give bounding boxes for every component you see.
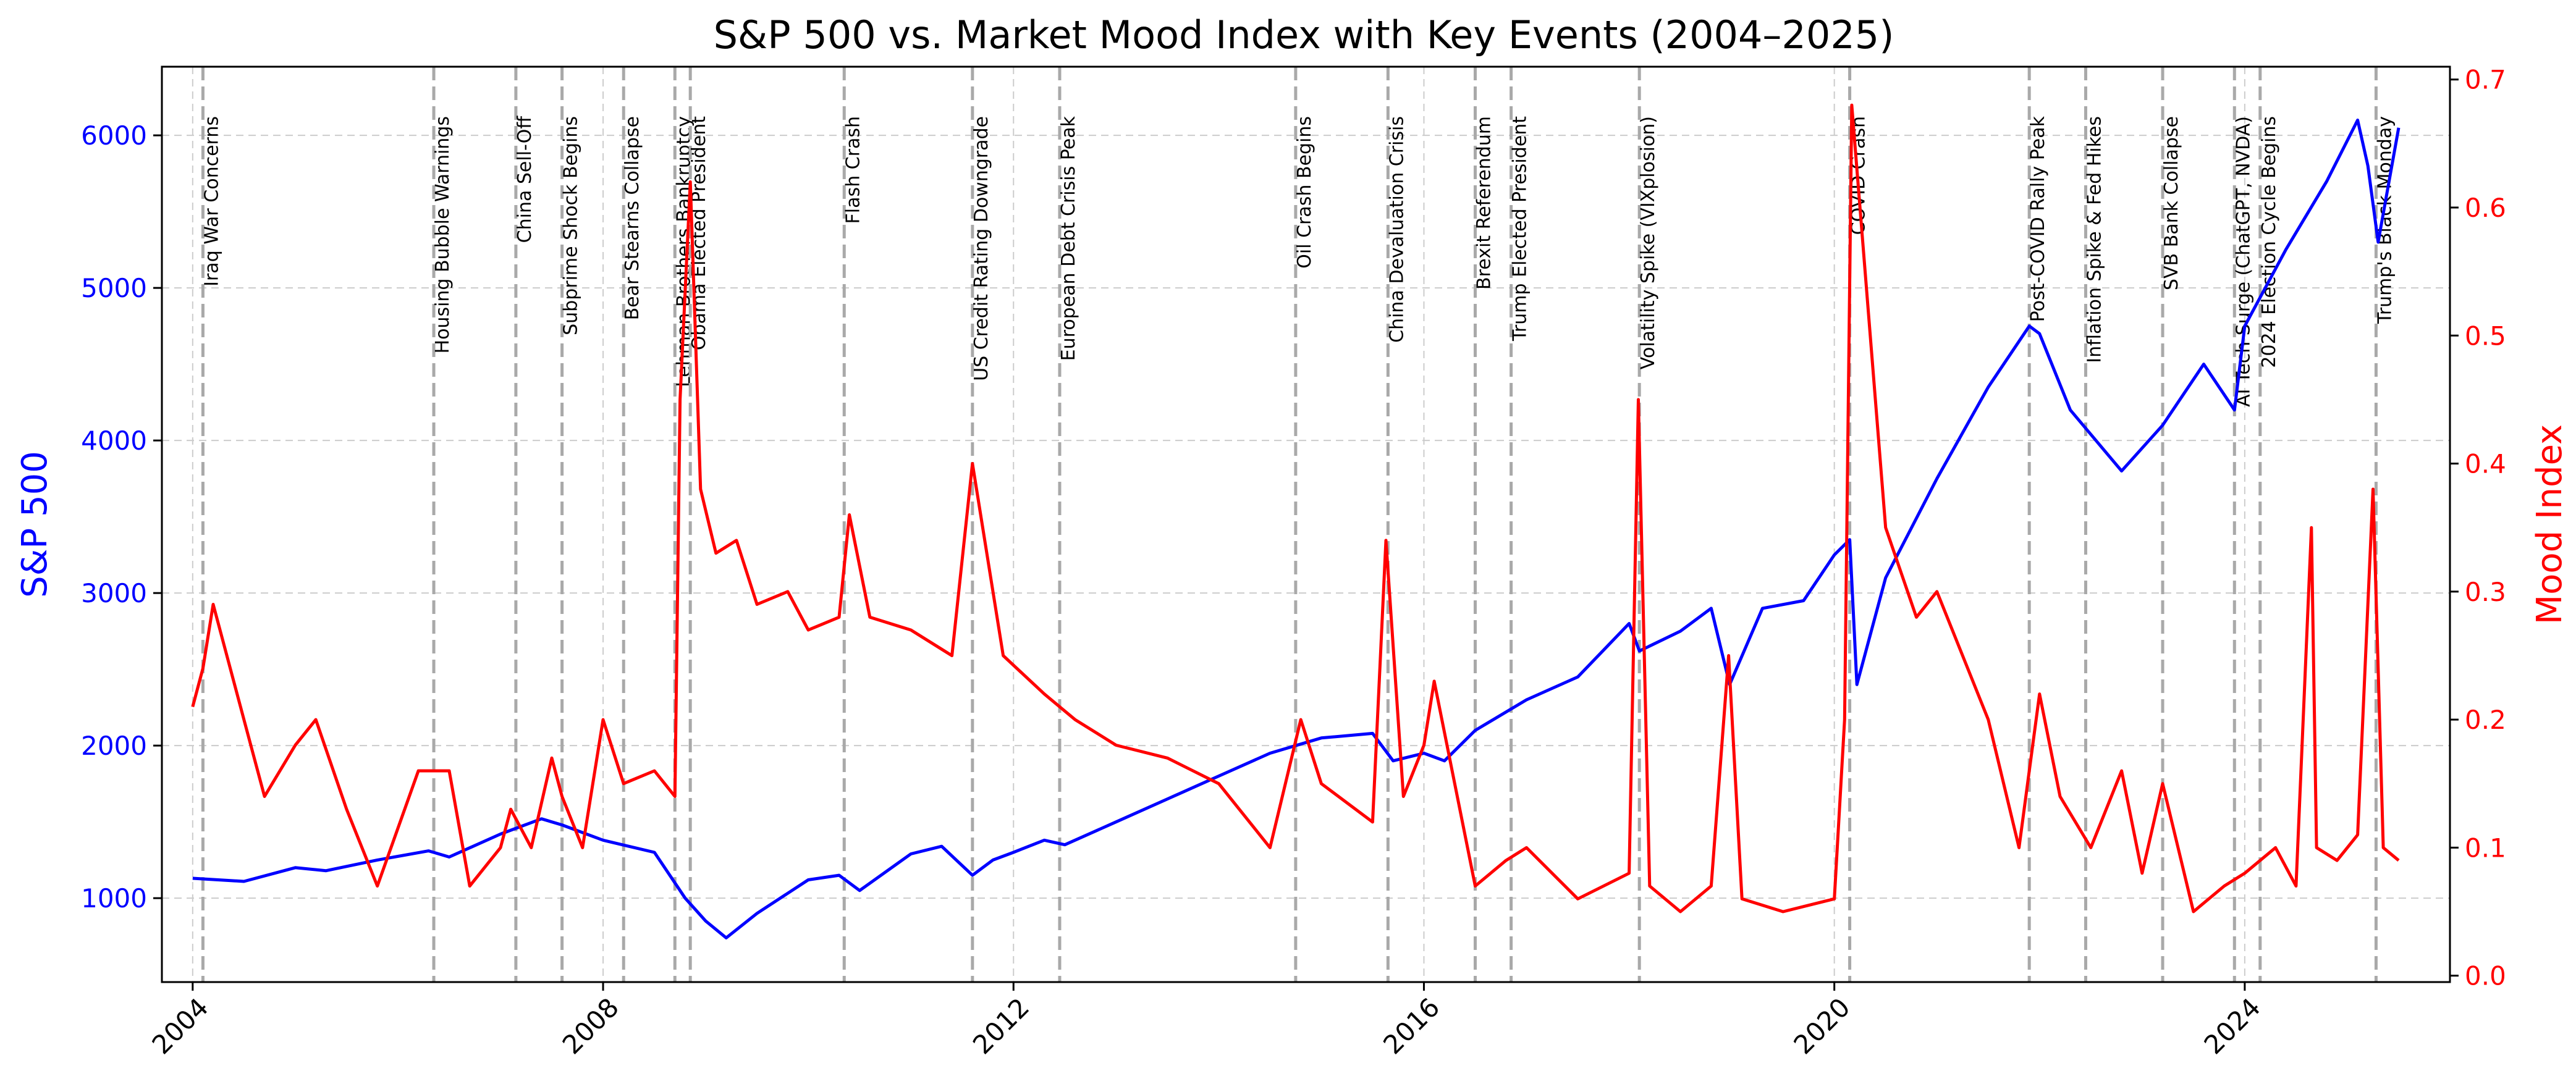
y-right-tick-label: 0.4 <box>2465 449 2506 479</box>
event-label: US Credit Rating Downgrade <box>971 116 992 381</box>
y-left-tick-label: 6000 <box>81 120 147 151</box>
y-right-tick-label: 0.3 <box>2465 577 2506 607</box>
event-label: China Sell-Off <box>514 116 536 243</box>
y-right-tick-label: 0.2 <box>2465 705 2506 735</box>
sp500-line <box>192 119 2401 939</box>
event-label: Inflation Spike & Fed Hikes <box>2084 116 2106 363</box>
event-label: AI Tech Surge (ChatGPT, NVDA) <box>2232 116 2254 407</box>
event-label: Brexit Referendum <box>1473 116 1495 290</box>
x-tick-label: 2004 <box>146 992 214 1060</box>
chart-title: S&P 500 vs. Market Mood Index with Key E… <box>714 12 1894 57</box>
event-label: Trump Elected President <box>1510 116 1531 342</box>
event-label: Post-COVID Rally Peak <box>2027 116 2049 322</box>
y-left-tick-label: 1000 <box>81 883 147 914</box>
plot-frame <box>161 65 2451 983</box>
x-tick-label: 2024 <box>2198 992 2266 1060</box>
mood-index-line <box>191 103 2400 914</box>
grid-lines <box>162 67 2450 982</box>
x-tick-label: 2020 <box>1788 992 1856 1060</box>
event-label: Iraq War Concerns <box>201 116 222 287</box>
x-tick-label: 2008 <box>557 992 625 1060</box>
event-label: China Devaluation Crisis <box>1386 116 1408 343</box>
event-markers: Iraq War Concerns Housing Bubble Warnings… <box>201 67 2396 982</box>
event-label: European Debt Crisis Peak <box>1058 116 1079 361</box>
y-right-tick-label: 0.7 <box>2465 65 2506 95</box>
y-right-tick-label: 0.1 <box>2465 833 2506 863</box>
event-label: Oil Crash Begins <box>1294 116 1315 269</box>
y-left-tick-label: 5000 <box>81 273 147 303</box>
y-right-tick-label: 0.6 <box>2465 193 2506 223</box>
y-axis-left-title: S&P 500 <box>15 451 55 598</box>
event-label: Bear Stearns Collapse <box>622 116 643 320</box>
event-label: SVB Bank Collapse <box>2161 116 2182 290</box>
event-label: 2024 Election Cycle Begins <box>2258 116 2280 368</box>
data-series <box>191 103 2401 939</box>
event-label: Flash Crash <box>842 116 864 224</box>
y-right-tick-label: 0.5 <box>2465 321 2506 351</box>
y-right-tick-label: 0.0 <box>2465 961 2506 991</box>
y-left-tick-label: 2000 <box>81 731 147 761</box>
event-label: Subprime Shock Begins <box>560 116 582 335</box>
event-label: Housing Bubble Warnings <box>432 116 454 353</box>
y-left-tick-label: 3000 <box>81 578 147 608</box>
event-label: Volatility Spike (VIXplosion) <box>1637 116 1659 369</box>
event-label: Trump's Black Monday <box>2374 116 2396 324</box>
y-left-tick-label: 4000 <box>81 426 147 456</box>
x-tick-label: 2016 <box>1377 992 1445 1060</box>
x-tick-label: 2012 <box>967 992 1035 1060</box>
y-axis-right-title: Mood Index <box>2530 424 2570 624</box>
